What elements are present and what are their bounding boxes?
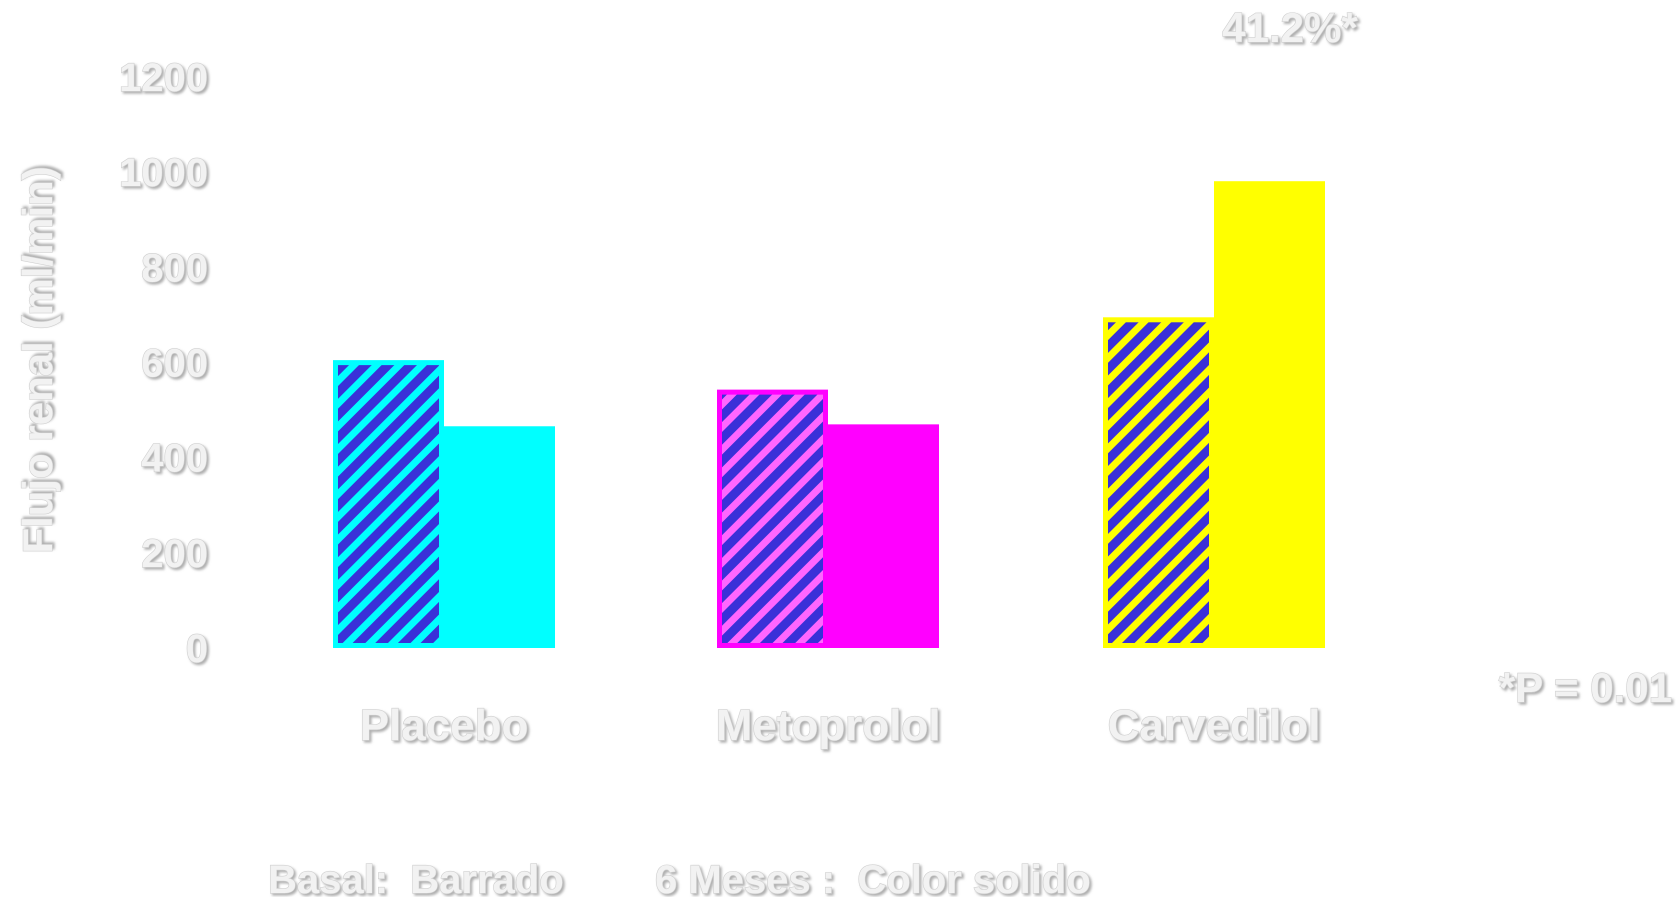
- y-tick-label-400: 400: [141, 437, 208, 481]
- bar-basal-placebo: [333, 360, 444, 648]
- legend-basal: Basal: Barrado: [268, 858, 564, 897]
- bar-6-meses-carvedilol: [1214, 181, 1325, 648]
- bar-basal-carvedilol: [1103, 317, 1214, 648]
- category-label-placebo: Placebo: [360, 701, 529, 750]
- y-tick-label-1200: 1200: [119, 56, 208, 100]
- bars: [333, 181, 1325, 648]
- bar-6-meses-metoprolol: [828, 424, 939, 648]
- y-tick-label-600: 600: [141, 342, 208, 386]
- y-tick-label-200: 200: [141, 532, 208, 576]
- category-label-metoprolol: Metoprolol: [716, 701, 941, 750]
- y-axis-label: Flujo renal (ml/min): [14, 166, 61, 553]
- y-tick-label-800: 800: [141, 246, 208, 290]
- bar-6-meses-placebo: [444, 426, 555, 648]
- bar-basal-metoprolol: [717, 389, 828, 648]
- legend-six-months: 6 Meses : Color solido: [655, 858, 1091, 897]
- p-value-annotation: *P = 0.01: [1499, 664, 1672, 711]
- y-tick-labels: 0 200 400 600 800 1000 1200: [118, 55, 208, 671]
- percent-annotation: 41.2%*: [1222, 4, 1358, 51]
- y-tick-label-0: 0: [186, 627, 208, 671]
- category-labels: Placebo Metoprolol Carvedilol: [359, 700, 1321, 750]
- y-tick-label-1000: 1000: [119, 151, 208, 195]
- category-label-carvedilol: Carvedilol: [1108, 701, 1321, 750]
